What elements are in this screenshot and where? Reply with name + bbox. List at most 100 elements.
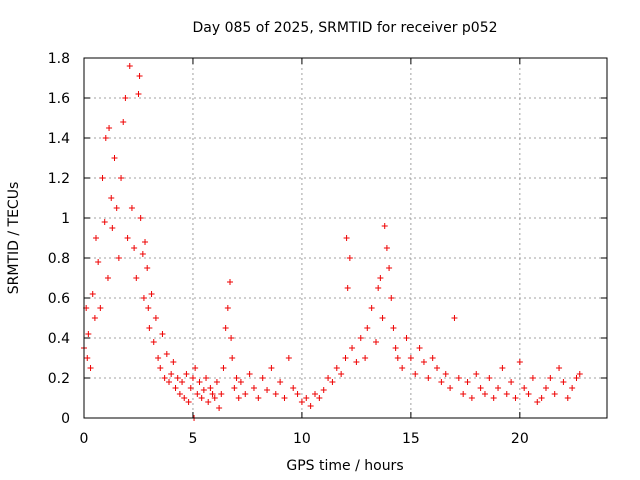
data-point — [495, 385, 502, 391]
data-point — [140, 295, 147, 301]
data-point — [464, 379, 471, 385]
data-point — [420, 359, 427, 365]
data-point — [353, 359, 360, 365]
data-point — [145, 305, 152, 311]
data-point — [364, 325, 371, 331]
data-point — [237, 379, 244, 385]
data-point — [194, 391, 201, 397]
data-point — [108, 195, 115, 201]
data-point — [150, 339, 157, 345]
data-point — [468, 395, 475, 401]
data-point — [547, 375, 554, 381]
data-point — [477, 385, 484, 391]
data-point — [285, 355, 292, 361]
data-point — [207, 385, 214, 391]
data-point — [205, 399, 212, 405]
data-point — [576, 371, 583, 377]
y-tick-label: 1.6 — [48, 91, 70, 107]
data-points — [81, 63, 583, 421]
data-point — [187, 385, 194, 391]
data-point — [525, 391, 532, 397]
data-point — [490, 395, 497, 401]
data-point — [227, 279, 234, 285]
y-tick-label: 0.4 — [48, 331, 70, 347]
data-point — [157, 365, 164, 371]
data-point — [170, 359, 177, 365]
y-tick-label: 0.2 — [48, 371, 70, 387]
data-point — [564, 395, 571, 401]
data-point — [298, 399, 305, 405]
data-point — [362, 355, 369, 361]
data-point — [290, 385, 297, 391]
data-point — [176, 391, 183, 397]
data-point — [442, 371, 449, 377]
data-point — [281, 395, 288, 401]
y-tick-labels: 0 0.2 0.4 0.6 0.8 1 1.2 1.4 1.6 1.8 — [48, 51, 70, 427]
data-point — [551, 391, 558, 397]
data-point — [97, 305, 104, 311]
data-point — [349, 345, 356, 351]
data-point — [320, 387, 327, 393]
data-point — [416, 345, 423, 351]
data-point — [368, 305, 375, 311]
data-point — [250, 385, 257, 391]
data-point — [455, 375, 462, 381]
data-point — [152, 315, 159, 321]
y-axis-label: SRMTID / TECUs — [6, 182, 22, 295]
plot-frame — [83, 57, 608, 419]
chart-title: Day 085 of 2025, SRMTID for receiver p05… — [192, 20, 497, 36]
data-point — [135, 91, 142, 97]
data-point — [383, 245, 390, 251]
data-point — [224, 305, 231, 311]
data-point — [109, 225, 116, 231]
data-point — [357, 335, 364, 341]
data-point — [209, 391, 216, 397]
data-point — [481, 391, 488, 397]
data-point — [113, 205, 120, 211]
data-point — [277, 379, 284, 385]
data-point — [268, 365, 275, 371]
data-point — [228, 335, 235, 341]
data-point — [133, 275, 140, 281]
data-point — [344, 285, 351, 291]
data-point — [325, 375, 332, 381]
data-point — [542, 385, 549, 391]
y-tick-label: 1.8 — [48, 51, 70, 67]
data-point — [338, 371, 345, 377]
grid — [84, 58, 607, 418]
data-point — [118, 175, 125, 181]
data-point — [460, 391, 467, 397]
data-point — [407, 355, 414, 361]
data-point — [375, 285, 382, 291]
data-point — [307, 403, 314, 409]
data-point — [403, 335, 410, 341]
data-point — [161, 375, 168, 381]
data-point — [174, 375, 181, 381]
data-point — [136, 73, 143, 79]
data-point — [148, 291, 155, 297]
data-point — [512, 395, 519, 401]
data-point — [87, 365, 94, 371]
data-point — [218, 391, 225, 397]
data-point — [294, 391, 301, 397]
data-point — [560, 379, 567, 385]
data-point — [569, 385, 576, 391]
data-point — [189, 375, 196, 381]
data-point — [122, 95, 129, 101]
data-point — [303, 395, 310, 401]
data-point — [425, 375, 432, 381]
data-point — [89, 291, 96, 297]
data-point — [329, 379, 336, 385]
data-point — [377, 275, 384, 281]
data-point — [373, 339, 380, 345]
data-point — [111, 155, 118, 161]
y-tick-label: 1.2 — [48, 171, 70, 187]
data-point — [246, 371, 253, 377]
data-point — [346, 255, 353, 261]
x-tick-label: 15 — [402, 431, 420, 447]
data-point — [529, 375, 536, 381]
data-point — [451, 315, 458, 321]
data-point — [131, 245, 138, 251]
data-point — [85, 331, 92, 337]
y-tick-label: 1 — [61, 211, 70, 227]
